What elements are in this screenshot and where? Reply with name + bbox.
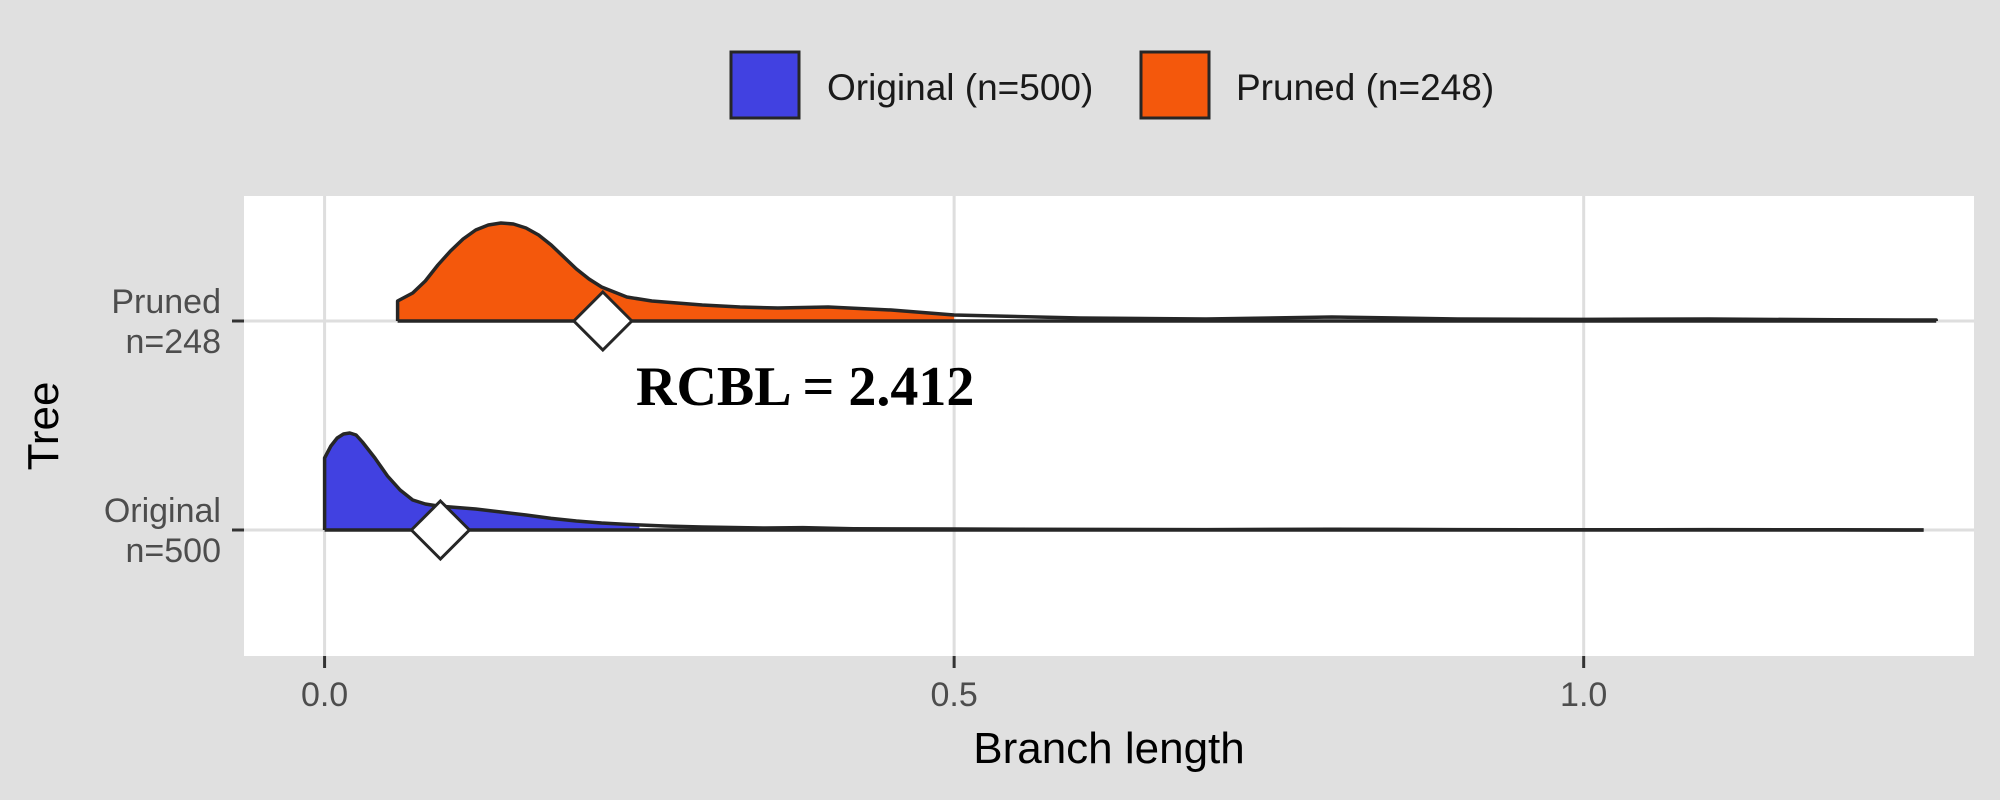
density-fill-pruned xyxy=(397,223,955,321)
y-tick-label-line: n=500 xyxy=(126,532,222,570)
y-tick-label-pruned: Pruned n=248 xyxy=(111,283,221,361)
density-outline-original xyxy=(322,431,1924,532)
legend-label-original: Original (n=500) xyxy=(827,67,1093,108)
annotation-rcbl: RCBL = 2.412 xyxy=(636,356,974,418)
legend-item-pruned: Pruned (n=248) xyxy=(1139,50,1494,120)
y-tick-label-line: Original xyxy=(104,492,221,530)
legend-key-pruned xyxy=(1139,50,1211,120)
y-tick-label-line: n=248 xyxy=(126,323,222,361)
mean-marker-pruned xyxy=(571,289,634,353)
legend-item-original: Original (n=500) xyxy=(729,50,1093,120)
x-tick-label-0: 0.0 xyxy=(301,676,348,714)
x-tick-label-2: 1.0 xyxy=(1560,676,1607,714)
ridge-original xyxy=(322,431,1924,532)
y-tick-label-original: Original n=500 xyxy=(104,492,221,570)
x-tick-label-1: 0.5 xyxy=(930,676,977,714)
density-outline-pruned xyxy=(395,221,1938,322)
density-layer xyxy=(322,221,1938,532)
x-axis: 0.0 0.5 1.0 xyxy=(301,656,1607,714)
x-axis-title: Branch length xyxy=(973,724,1245,773)
legend: Original (n=500) Pruned (n=248) xyxy=(729,50,1494,120)
legend-label-pruned: Pruned (n=248) xyxy=(1236,67,1494,108)
legend-key-original xyxy=(729,50,801,120)
ridge-pruned xyxy=(395,221,1938,323)
mean-marker-layer xyxy=(409,289,634,562)
mean-marker-original xyxy=(409,498,472,562)
y-axis: Original n=500 Pruned n=248 xyxy=(104,283,244,570)
y-axis-title: Tree xyxy=(19,382,68,471)
density-fill-original xyxy=(324,433,640,530)
y-tick-label-line: Pruned xyxy=(111,283,221,321)
